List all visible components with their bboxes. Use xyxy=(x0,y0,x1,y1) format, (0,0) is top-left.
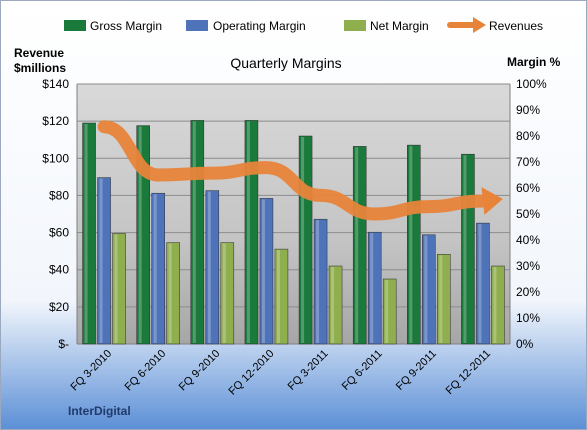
bar-gross-margin xyxy=(298,135,313,345)
left-tick-label: $140 xyxy=(42,77,69,91)
bar-net-margin xyxy=(491,265,505,345)
bar-gross-margin xyxy=(136,125,150,345)
bar-highlight xyxy=(439,255,443,343)
bar-highlight xyxy=(276,250,280,343)
right-tick-label: 0% xyxy=(516,337,534,351)
revenues-arrowhead xyxy=(481,187,503,215)
left-tick-label: $- xyxy=(58,337,69,351)
right-tick-label: 20% xyxy=(516,285,540,299)
left-tick-label: $80 xyxy=(49,188,69,202)
bar-net-margin xyxy=(328,265,343,345)
bar-highlight xyxy=(424,235,428,343)
left-tick-label: $60 xyxy=(49,226,69,240)
bar-operating-margin xyxy=(259,198,274,345)
left-axis-label: Revenue xyxy=(14,46,64,60)
bar-highlight xyxy=(168,243,172,343)
legend-label-operating-margin: Operating Margin xyxy=(213,19,306,33)
right-tick-label: 10% xyxy=(516,311,540,325)
left-tick-label: $20 xyxy=(49,300,69,314)
bar-operating-margin xyxy=(422,234,436,345)
legend-swatch-operating-margin xyxy=(186,20,208,31)
right-tick-label: 40% xyxy=(516,233,540,247)
bar-gross-margin xyxy=(244,120,259,345)
bar-operating-margin xyxy=(97,177,111,345)
bar-highlight xyxy=(370,233,374,343)
bar-operating-margin xyxy=(476,222,490,345)
right-tick-label: 90% xyxy=(516,103,540,117)
legend: Gross Margin Operating Margin Net Margin… xyxy=(64,17,543,33)
legend-label-revenues: Revenues xyxy=(489,19,543,33)
right-tick-label: 70% xyxy=(516,155,540,169)
bar-net-margin xyxy=(112,233,126,345)
bar-operating-margin xyxy=(313,218,328,345)
bar-operating-margin xyxy=(367,231,382,345)
bar-net-margin xyxy=(166,242,180,345)
bar-highlight xyxy=(114,234,118,343)
legend-label-net-margin: Net Margin xyxy=(370,19,429,33)
left-tick-label: $40 xyxy=(49,263,69,277)
bar-highlight xyxy=(316,220,320,343)
bar-highlight xyxy=(84,124,88,343)
bar-gross-margin xyxy=(82,122,96,345)
left-axis-label-unit: $millions xyxy=(14,61,66,75)
bar-highlight xyxy=(207,191,211,343)
right-tick-label: 50% xyxy=(516,207,540,221)
bar-net-margin xyxy=(437,254,451,345)
right-axis-label: Margin % xyxy=(507,55,561,69)
company-label: InterDigital xyxy=(68,404,131,418)
bar-highlight xyxy=(355,147,359,343)
bar-highlight xyxy=(138,126,142,343)
bar-highlight xyxy=(246,121,250,344)
right-tick-label: 80% xyxy=(516,129,540,143)
chart-title: Quarterly Margins xyxy=(230,55,341,71)
legend-label-gross-margin: Gross Margin xyxy=(90,19,162,33)
legend-swatch-revenues xyxy=(447,17,486,33)
left-tick-label: $120 xyxy=(42,114,69,128)
bar-highlight xyxy=(493,267,497,343)
bar-highlight xyxy=(192,121,196,344)
bar-highlight xyxy=(261,199,265,343)
left-tick-label: $100 xyxy=(42,151,69,165)
bar-highlight xyxy=(385,280,389,343)
bar-highlight xyxy=(409,146,413,343)
bar-gross-margin xyxy=(190,120,205,345)
bar-net-margin xyxy=(382,278,397,345)
revenues-line xyxy=(97,120,490,221)
bar-highlight xyxy=(222,243,226,343)
legend-swatch-gross-margin xyxy=(64,20,86,31)
bar-net-margin xyxy=(274,248,289,345)
bar-highlight xyxy=(153,194,157,343)
bar-highlight xyxy=(463,155,467,343)
bar-highlight xyxy=(478,224,482,343)
bar-net-margin xyxy=(220,242,235,345)
bar-highlight xyxy=(99,178,103,343)
bar-gross-margin xyxy=(352,146,367,345)
bar-gross-margin xyxy=(407,144,421,345)
bar-highlight xyxy=(301,137,305,343)
legend-swatch-net-margin xyxy=(344,20,366,31)
right-tick-label: 100% xyxy=(516,77,547,91)
bar-gross-margin xyxy=(461,153,475,345)
bar-highlight xyxy=(331,267,335,343)
bar-operating-margin xyxy=(151,192,165,345)
bar-operating-margin xyxy=(205,190,220,345)
right-tick-label: 30% xyxy=(516,259,540,273)
right-tick-label: 60% xyxy=(516,181,540,195)
